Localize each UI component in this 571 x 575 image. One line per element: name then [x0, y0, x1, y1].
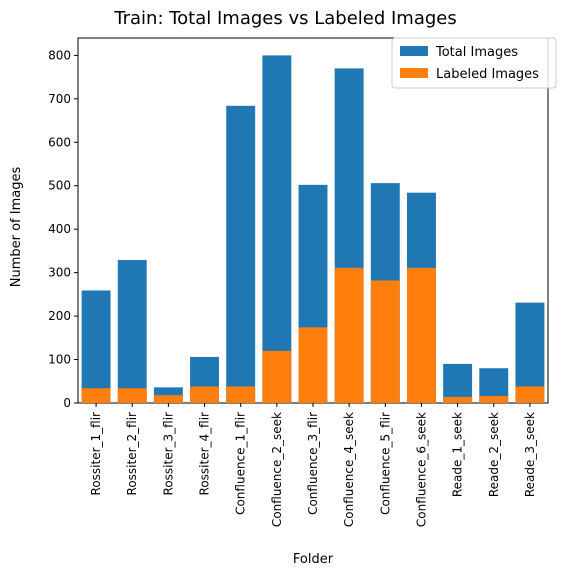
- y-axis: 0 100 200 300 400 500 600 700 800: [48, 48, 78, 410]
- y-tick-label: 800: [48, 48, 71, 62]
- x-tick-label: Rossiter_1_flir: [89, 412, 103, 496]
- y-tick-label: 700: [48, 92, 71, 106]
- x-tick-label: Confluence_6_seek: [414, 412, 428, 527]
- x-tick-label: Reade_2_seek: [487, 412, 501, 497]
- x-tick-label: Confluence_1_flir: [234, 412, 248, 515]
- y-tick-label: 200: [48, 309, 71, 323]
- bar-labeled-Reade_2_seek: [479, 396, 509, 403]
- bar-total-Confluence_2_seek: [262, 55, 292, 403]
- legend-swatch: [400, 68, 428, 78]
- bar-total-Reade_1_seek: [443, 363, 473, 403]
- chart-title: Train: Total Images vs Labeled Images: [113, 8, 457, 29]
- x-axis: Rossiter_1_flir Rossiter_2_flir Rossiter_3…: [89, 403, 537, 527]
- y-tick-label: 100: [48, 353, 71, 367]
- bar-labeled-Rossiter_1_flir: [81, 388, 111, 403]
- bar-total-Rossiter_1_flir: [81, 290, 111, 403]
- bar-total-Rossiter_2_flir: [117, 260, 147, 403]
- y-axis-label: Number of Images: [9, 167, 24, 288]
- x-tick-label: Confluence_3_flir: [306, 412, 320, 515]
- bar-labeled-Confluence_1_flir: [226, 386, 256, 403]
- x-axis-label: Folder: [293, 552, 334, 567]
- bar-labeled-Rossiter_2_flir: [117, 388, 147, 403]
- x-tick-label: Rossiter_4_flir: [198, 412, 212, 496]
- y-tick-label: 400: [48, 222, 71, 236]
- bar-total-Reade_3_seek: [515, 302, 545, 403]
- legend-box: [391, 37, 557, 89]
- y-tick-label: 0: [63, 396, 71, 410]
- x-tick-label: Reade_1_seek: [451, 412, 465, 497]
- bar-labeled-Confluence_5_flir: [370, 280, 400, 403]
- x-tick-label: Confluence_4_seek: [342, 412, 356, 527]
- legend-swatch: [400, 46, 428, 56]
- x-tick-label: Reade_3_seek: [523, 412, 537, 497]
- y-tick-label: 300: [48, 266, 71, 280]
- y-tick-label: 600: [48, 135, 71, 149]
- bar-labeled-Confluence_2_seek: [262, 350, 292, 403]
- bar-labeled-Confluence_3_flir: [298, 327, 328, 403]
- bar-labeled-Confluence_6_seek: [407, 267, 436, 403]
- bar-labeled-Reade_3_seek: [515, 386, 545, 403]
- y-tick-label: 500: [48, 179, 71, 193]
- bar-labeled-Confluence_4_seek: [334, 267, 364, 403]
- bar-labeled-Rossiter_3_flir: [153, 395, 183, 403]
- legend-label: Total Images: [435, 45, 518, 60]
- bar-labeled-Reade_1_seek: [443, 396, 473, 403]
- bar-labeled-Rossiter_4_flir: [190, 386, 219, 403]
- series-labeled-images: [81, 267, 545, 403]
- x-tick-label: Confluence_2_seek: [270, 412, 284, 527]
- legend: Total Images Labeled Images: [391, 37, 557, 89]
- x-tick-label: Rossiter_2_flir: [125, 412, 139, 496]
- bar-total-Confluence_1_flir: [226, 105, 256, 404]
- x-tick-label: Rossiter_3_flir: [161, 412, 175, 496]
- legend-label: Labeled Images: [436, 67, 539, 82]
- x-tick-label: Confluence_5_flir: [378, 412, 392, 515]
